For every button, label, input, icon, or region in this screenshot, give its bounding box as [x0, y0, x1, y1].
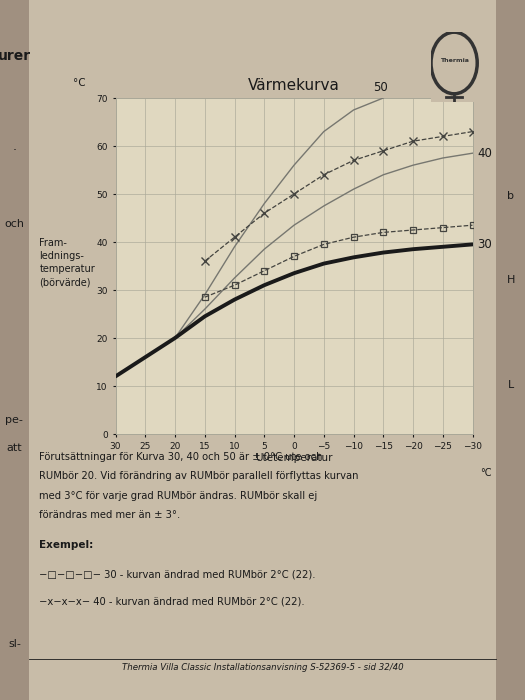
Text: förändras med mer än ± 3°.: förändras med mer än ± 3°. — [39, 510, 181, 520]
Text: Förutsättningar för Kurva 30, 40 och 50 är ± 0°C ute och: Förutsättningar för Kurva 30, 40 och 50 … — [39, 452, 323, 461]
Text: 50: 50 — [373, 81, 387, 94]
X-axis label: Utetemperatur: Utetemperatur — [255, 454, 333, 463]
Text: Thermia Villa Classic Installationsanvisning S-52369-5 - sid 32/40: Thermia Villa Classic Installationsanvis… — [122, 663, 403, 672]
Text: H: H — [507, 275, 514, 285]
Text: med 3°C för varje grad RUMbör ändras. RUMbör skall ej: med 3°C för varje grad RUMbör ändras. RU… — [39, 491, 318, 500]
Text: °C: °C — [74, 78, 86, 88]
Text: urer: urer — [0, 49, 31, 63]
Text: b: b — [507, 191, 514, 201]
Text: RUMbör 20. Vid förändring av RUMbör parallell förflyttas kurvan: RUMbör 20. Vid förändring av RUMbör para… — [39, 471, 359, 481]
Text: −□−□−□− 30 - kurvan ändrad med RUMbör 2°C (22).: −□−□−□− 30 - kurvan ändrad med RUMbör 2°… — [39, 570, 316, 580]
Text: −x−x−x− 40 - kurvan ändrad med RUMbör 2°C (22).: −x−x−x− 40 - kurvan ändrad med RUMbör 2°… — [39, 596, 305, 606]
Text: Exempel:: Exempel: — [39, 540, 93, 550]
Text: att: att — [7, 443, 22, 453]
Text: 30: 30 — [477, 238, 492, 251]
Text: .: . — [13, 141, 16, 153]
Title: Värmekurva: Värmekurva — [248, 78, 340, 92]
Text: Fram-
lednings-
temperatur
(börvärde): Fram- lednings- temperatur (börvärde) — [39, 238, 95, 287]
Text: sl-: sl- — [8, 639, 21, 649]
Text: L: L — [508, 380, 513, 390]
Text: °C: °C — [480, 468, 491, 477]
Text: Thermia: Thermia — [440, 58, 468, 64]
Text: och: och — [4, 219, 25, 229]
Text: pe-: pe- — [5, 415, 24, 425]
Text: 40: 40 — [477, 147, 492, 160]
